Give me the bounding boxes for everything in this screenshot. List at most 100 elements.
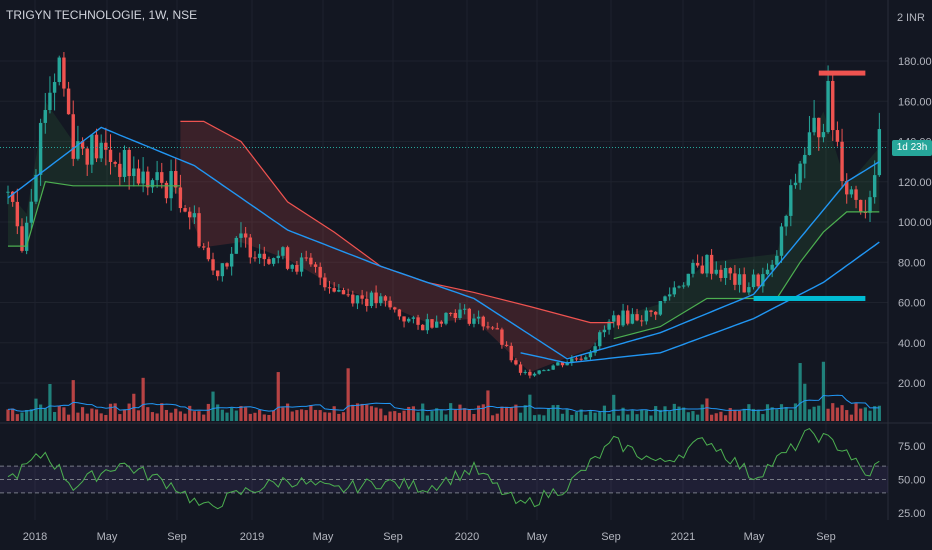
volume-bar	[43, 408, 47, 421]
volume-bar	[812, 406, 816, 421]
candle-body	[649, 310, 653, 312]
candle-body	[318, 266, 322, 278]
volume-bar	[761, 414, 765, 421]
volume-bar	[379, 408, 383, 421]
volume-bar	[789, 409, 793, 421]
volume-bar	[644, 410, 648, 421]
volume-bar	[751, 408, 756, 421]
volume-bar	[407, 406, 411, 421]
candle-body	[719, 269, 723, 278]
candle-body	[714, 269, 718, 274]
candle-body	[812, 117, 816, 133]
candle-body	[197, 213, 201, 247]
time-tick-label: May	[744, 531, 765, 543]
time-tick-label: Sep	[816, 531, 836, 543]
volume-bar	[696, 414, 700, 421]
volume-bar	[411, 406, 415, 421]
candle-body	[425, 319, 430, 331]
volume-bar	[150, 412, 155, 421]
volume-bar	[62, 407, 66, 421]
volume-bar	[160, 403, 164, 421]
volume-bar	[421, 403, 425, 421]
time-tick-label: 2018	[23, 531, 47, 543]
volume-bar	[784, 407, 788, 421]
candle-body	[188, 211, 192, 218]
candle-body	[756, 274, 760, 287]
candle-body	[598, 332, 602, 347]
volume-bar	[663, 406, 667, 421]
volume-ma-line	[7, 394, 880, 413]
candle-body	[626, 310, 630, 324]
candle-body	[76, 141, 80, 159]
price-tick-label: 120.00	[898, 177, 932, 189]
candle-body	[313, 264, 318, 267]
volume-bar	[188, 405, 192, 421]
volume-bar	[584, 414, 588, 421]
volume-bar	[728, 408, 732, 421]
supertrend-fill	[8, 101, 880, 373]
candle-body	[253, 257, 257, 259]
candle-body	[104, 142, 108, 150]
rsi-line	[7, 427, 880, 510]
volume-bar	[756, 410, 760, 421]
candle-body	[127, 149, 131, 177]
candle-body	[514, 360, 518, 365]
candle-body	[276, 255, 280, 259]
candle-body	[80, 141, 85, 149]
candle-body	[462, 308, 467, 310]
volume-bar	[346, 368, 350, 421]
volume-bar	[798, 363, 802, 421]
candle-body	[281, 247, 285, 256]
volume-bar	[640, 409, 644, 421]
candle-body	[509, 345, 513, 361]
candle-body	[681, 285, 686, 287]
volume-bar	[164, 409, 169, 421]
volume-bar	[630, 410, 634, 421]
candle-body	[793, 182, 798, 186]
candle-body	[150, 180, 155, 188]
volume-bar	[593, 412, 597, 421]
time-tick-label: 2020	[455, 531, 479, 543]
volume-bar	[85, 413, 89, 421]
candle-body	[588, 352, 593, 358]
volume-bar	[849, 414, 853, 421]
candle-body	[733, 273, 737, 285]
volume-bar	[705, 398, 709, 421]
candle-body	[560, 362, 565, 366]
candle-body	[411, 317, 416, 319]
volume-bar	[742, 408, 746, 421]
candle-body	[220, 263, 225, 277]
candle-body	[85, 148, 89, 165]
volume-bar	[854, 403, 858, 421]
candle-body	[518, 364, 523, 373]
candle-body	[546, 369, 551, 371]
candle-body	[742, 274, 746, 293]
candle-body	[784, 215, 788, 227]
candle-body	[444, 312, 448, 324]
volume-bar	[532, 415, 537, 421]
volume-bar	[770, 407, 774, 421]
candle-body	[789, 185, 793, 216]
volume-bar	[831, 403, 835, 421]
candle-body	[374, 292, 378, 304]
candle-body	[859, 199, 863, 212]
candle-body	[355, 295, 360, 304]
volume-bar	[318, 410, 322, 421]
volume-bar	[747, 404, 751, 421]
supertrend-line-up	[8, 181, 181, 247]
candle-body	[705, 254, 709, 274]
candle-body	[192, 213, 197, 218]
volume-bar	[649, 415, 653, 421]
candle-body	[299, 257, 304, 272]
volume-bar	[66, 414, 71, 421]
candle-body	[183, 208, 187, 212]
time-tick-label: Sep	[601, 531, 621, 543]
volume-bar	[528, 394, 532, 421]
candle-body	[700, 265, 704, 274]
volume-bar	[626, 414, 630, 421]
volume-bar	[859, 408, 863, 421]
candle-body	[430, 319, 434, 328]
volume-bar	[169, 412, 173, 421]
volume-bar	[15, 414, 19, 421]
